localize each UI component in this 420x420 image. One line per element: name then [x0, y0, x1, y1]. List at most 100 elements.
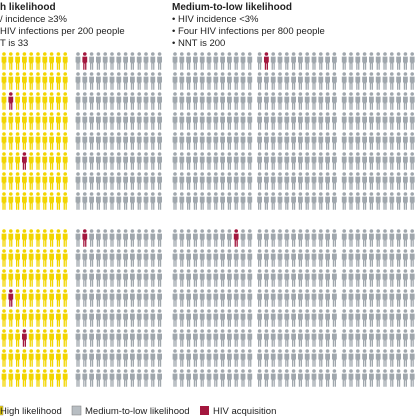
person-icon: [220, 369, 225, 387]
person-icon: [62, 132, 68, 150]
person-icon: [304, 192, 310, 210]
person-icon: [298, 269, 303, 287]
person-icon: [298, 152, 303, 170]
person-icon: [56, 172, 61, 190]
person-icon: [213, 192, 219, 210]
person-icon: [109, 329, 115, 347]
person-icon: [35, 72, 41, 90]
person-icon: [270, 92, 276, 110]
person-icon: [257, 192, 262, 210]
person-icon: [332, 289, 337, 307]
person-icon: [102, 289, 108, 307]
person-icon: [318, 192, 324, 210]
person-icon: [136, 269, 142, 287]
person-icon: [318, 369, 324, 387]
person-icon: [28, 369, 34, 387]
person-icon: [382, 289, 388, 307]
person-icon: [172, 269, 178, 287]
person-icon: [325, 52, 330, 70]
person-icon: [150, 152, 156, 170]
person-icon: [362, 309, 367, 327]
person-icon: [240, 52, 246, 70]
panel-bullet: • HIV incidence <3%: [172, 14, 259, 25]
person-icon: [227, 132, 232, 150]
person-icon: [150, 329, 156, 347]
person-icon: [150, 289, 156, 307]
person-icon: [341, 309, 347, 327]
person-icon: [403, 309, 408, 327]
person-icon: [341, 132, 347, 150]
person-icon: [8, 112, 14, 130]
person-icon: [277, 369, 283, 387]
person-icon: [270, 369, 276, 387]
person-icon: [186, 229, 191, 247]
person-icon: [123, 269, 128, 287]
person-icon: [150, 229, 156, 247]
person-icon: [1, 249, 7, 267]
person-icon: [22, 229, 27, 247]
person-icon: [270, 349, 276, 367]
person-icon: [102, 132, 108, 150]
person-icon: [264, 309, 269, 327]
person-icon: [96, 289, 101, 307]
person-icon: [355, 72, 361, 90]
person-icon: [116, 289, 122, 307]
person-icon: [22, 289, 27, 307]
person-icon: [82, 229, 88, 247]
person-icon: [325, 229, 330, 247]
person-icon: [362, 112, 367, 130]
person-icon: [291, 309, 296, 327]
person-icon: [304, 52, 310, 70]
person-icon: [28, 172, 34, 190]
person-icon: [298, 309, 303, 327]
person-icon: [56, 132, 61, 150]
person-icon: [264, 289, 269, 307]
person-icon: [257, 152, 262, 170]
person-icon: [15, 349, 20, 367]
person-icon: [82, 152, 88, 170]
person-icon: [102, 309, 108, 327]
person-icon: [186, 172, 191, 190]
person-icon: [325, 329, 330, 347]
person-icon: [403, 349, 408, 367]
legend-swatch: [0, 405, 4, 416]
person-icon: [396, 269, 401, 287]
person-icon: [341, 172, 347, 190]
person-icon: [186, 132, 191, 150]
person-icon: [227, 329, 232, 347]
person-icon: [369, 309, 374, 327]
person-icon: [150, 72, 156, 90]
person-icon: [179, 229, 185, 247]
person-icon: [227, 369, 232, 387]
person-icon: [382, 229, 388, 247]
person-icon: [355, 172, 361, 190]
person-icon: [62, 152, 68, 170]
person-icon: [284, 172, 290, 190]
person-icon: [102, 172, 108, 190]
person-icon: [89, 132, 94, 150]
person-icon: [318, 112, 324, 130]
person-icon: [193, 172, 198, 190]
person-icon: [403, 229, 408, 247]
person-icon: [240, 349, 246, 367]
person-icon: [318, 309, 324, 327]
person-icon: [389, 329, 395, 347]
person-icon: [264, 152, 269, 170]
person-icon: [298, 52, 303, 70]
person-icon: [123, 349, 128, 367]
person-icon: [264, 72, 269, 90]
person-icon: [8, 289, 14, 307]
person-icon: [157, 289, 162, 307]
person-icon: [396, 192, 401, 210]
person-icon: [157, 172, 162, 190]
person-icon: [136, 92, 142, 110]
person-icon: [102, 52, 108, 70]
person-icon: [375, 349, 381, 367]
person-icon: [277, 309, 283, 327]
person-icon: [82, 269, 88, 287]
person-icon: [304, 369, 310, 387]
person-icon: [123, 92, 128, 110]
person-icon: [213, 112, 219, 130]
person-icon: [136, 289, 142, 307]
person-icon: [116, 92, 122, 110]
